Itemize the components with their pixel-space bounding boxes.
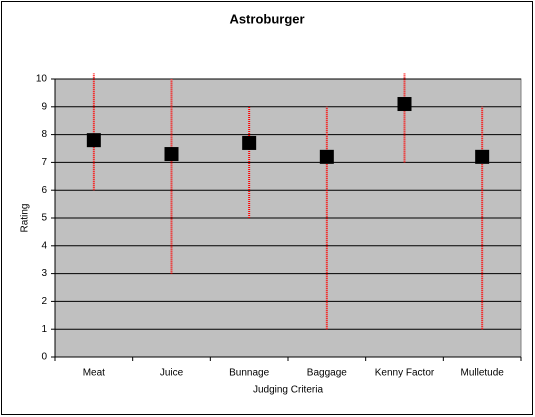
x-axis-label: Judging Criteria	[253, 385, 323, 396]
y-tick-label: 5	[41, 213, 47, 224]
y-tick-label: 8	[41, 129, 47, 140]
x-tick-label: Mulletude	[460, 368, 504, 379]
chart-title: Astroburger	[229, 11, 304, 26]
y-tick-label: 4	[41, 240, 47, 251]
x-tick-label: Baggage	[307, 368, 347, 379]
marker	[86, 133, 101, 148]
y-tick-label: 3	[41, 268, 47, 279]
x-tick-label: Juice	[160, 368, 184, 379]
y-tick-label: 1	[41, 324, 47, 335]
x-tick-label: Meat	[83, 368, 105, 379]
x-tick-label: Bunnage	[229, 368, 269, 379]
marker	[397, 97, 412, 112]
y-tick-label: 0	[41, 352, 47, 363]
y-tick-label: 10	[36, 74, 48, 85]
marker	[319, 149, 334, 164]
x-tick-label: Kenny Factor	[375, 368, 435, 379]
marker	[475, 149, 490, 164]
y-tick-label: 6	[41, 185, 47, 196]
marker	[242, 135, 257, 150]
y-tick-label: 9	[41, 101, 47, 112]
y-tick-label: 2	[41, 296, 47, 307]
y-axis-label: Rating	[20, 204, 31, 233]
y-tick-label: 7	[41, 157, 47, 168]
marker	[164, 147, 179, 162]
